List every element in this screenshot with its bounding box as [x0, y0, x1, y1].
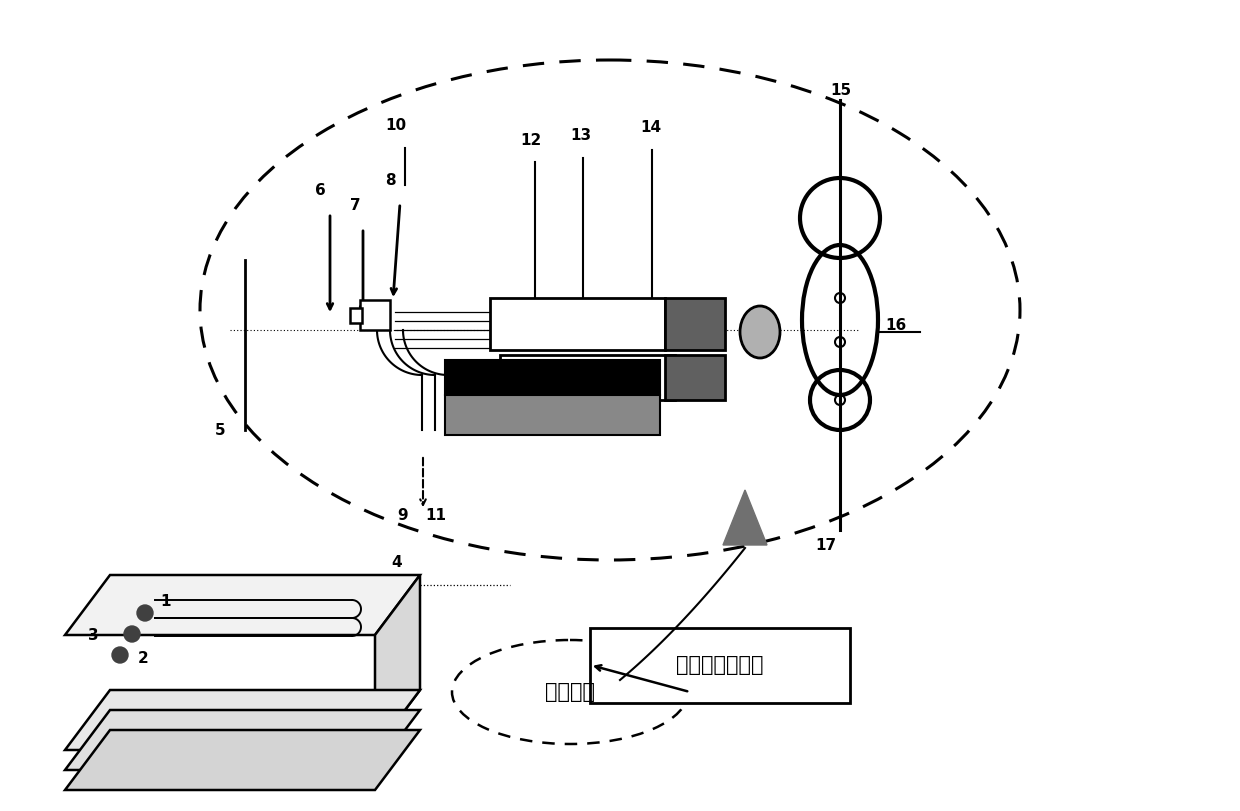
Polygon shape: [64, 575, 420, 635]
Text: 13: 13: [570, 128, 591, 143]
Circle shape: [112, 647, 128, 663]
Text: 9: 9: [397, 508, 408, 523]
Bar: [490, 298, 665, 350]
Text: 接口装置: 接口装置: [546, 682, 595, 702]
Text: 7: 7: [350, 198, 361, 213]
Bar: [360, 300, 391, 330]
Circle shape: [124, 626, 140, 642]
Text: 17: 17: [815, 538, 836, 553]
Text: 3: 3: [88, 628, 99, 643]
Text: 12: 12: [520, 133, 541, 148]
Bar: [500, 355, 675, 400]
Text: 1: 1: [160, 594, 171, 609]
Bar: [590, 628, 849, 702]
Bar: [665, 355, 725, 400]
Text: 14: 14: [640, 120, 661, 135]
Polygon shape: [64, 710, 420, 770]
Text: 6: 6: [315, 183, 326, 198]
Text: 8: 8: [384, 173, 396, 188]
Polygon shape: [723, 490, 768, 545]
Bar: [665, 298, 725, 350]
Polygon shape: [64, 690, 420, 750]
Text: 5: 5: [215, 423, 226, 438]
Ellipse shape: [740, 306, 780, 358]
Bar: [445, 360, 660, 395]
Text: 4: 4: [391, 555, 402, 570]
Bar: [445, 395, 660, 435]
Circle shape: [136, 605, 153, 621]
Text: 石墨炉原子化器: 石墨炉原子化器: [676, 655, 764, 675]
Text: 2: 2: [138, 651, 149, 666]
Text: 10: 10: [384, 118, 407, 133]
Bar: [350, 308, 362, 323]
Text: 15: 15: [830, 83, 851, 98]
Text: 11: 11: [425, 508, 446, 523]
Text: 16: 16: [885, 318, 906, 333]
Polygon shape: [64, 730, 420, 790]
Polygon shape: [374, 575, 420, 750]
